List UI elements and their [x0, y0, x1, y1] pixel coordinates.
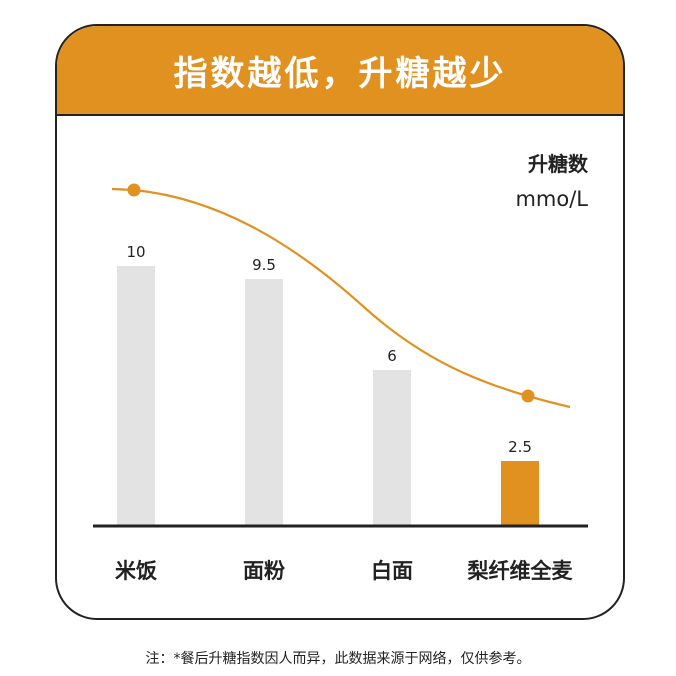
- value-label-4: 2.5: [508, 438, 532, 456]
- trend-point-start: [127, 183, 141, 197]
- value-label-2: 9.5: [252, 256, 276, 274]
- y-axis-unit: mmo/L: [515, 187, 588, 211]
- category-label-4: 梨纤维全麦: [468, 559, 574, 583]
- category-label-3: 白面: [371, 559, 413, 583]
- trend-curve-layer: [111, 183, 571, 409]
- value-label-3: 6: [387, 347, 397, 365]
- category-label-1: 米饭: [115, 559, 157, 583]
- value-label-1: 10: [126, 243, 145, 261]
- category-label-2: 面粉: [243, 559, 285, 583]
- bar-1: [117, 266, 155, 526]
- bar-2: [245, 279, 283, 526]
- chart-title: 指数越低，升糖越少: [173, 53, 507, 94]
- category-labels-layer: 米饭 面粉 白面 梨纤维全麦: [115, 559, 573, 583]
- value-labels-layer: 10 9.5 6 2.5: [126, 243, 531, 456]
- bars-layer: [117, 266, 539, 526]
- title-banner: 指数越低，升糖越少: [57, 26, 623, 116]
- trend-curve: [111, 187, 571, 409]
- y-axis-label: 升糖数: [528, 152, 589, 176]
- bar-3: [373, 370, 411, 526]
- trend-point-end: [521, 389, 535, 403]
- bar-4: [501, 461, 539, 526]
- footnote: 注：*餐后升糖指数因人而异，此数据来源于网络，仅供参考。: [145, 651, 531, 667]
